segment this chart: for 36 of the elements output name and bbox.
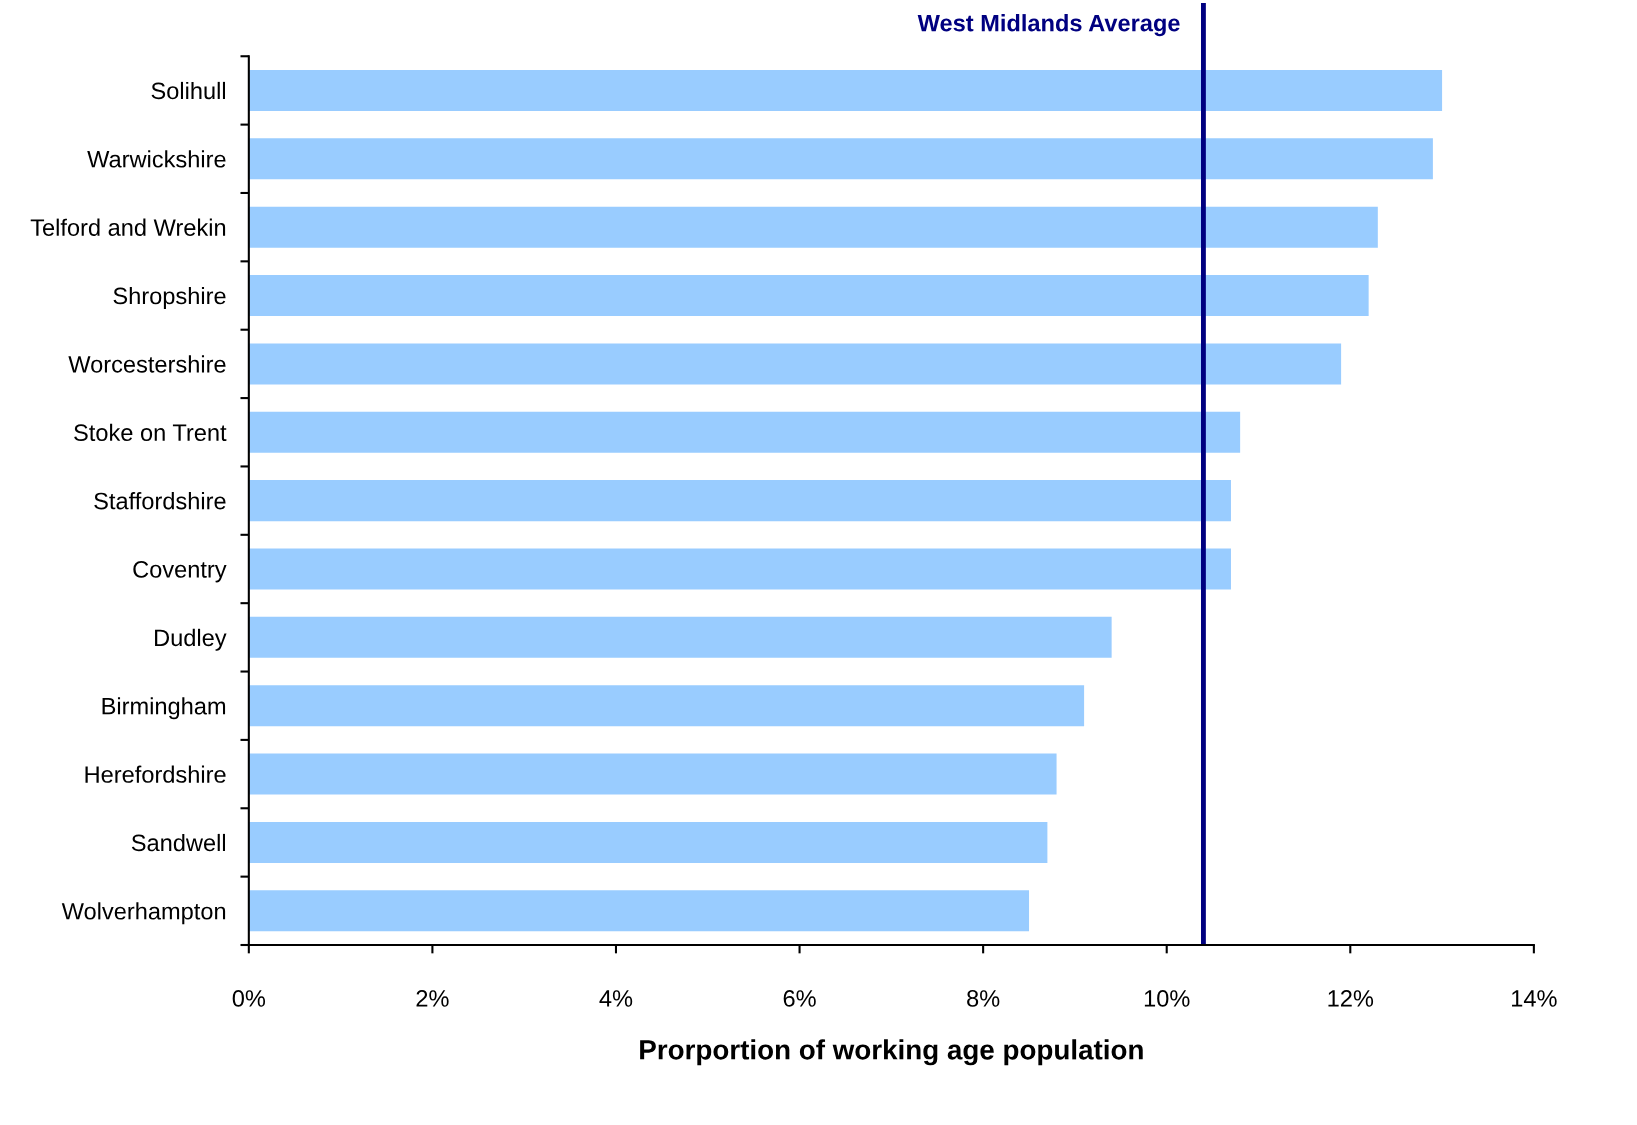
bar [248,753,1057,795]
y-tick-label: Wolverhampton [61,902,226,925]
y-tick-label: Telford and Wrekin [30,218,226,236]
bar [248,138,1433,180]
y-tick-label: Stoke on Trent [74,423,227,442]
x-tick-label: 6% [783,990,816,1007]
x-tick-label: 8% [967,990,1000,1007]
y-tick-label: Warwickshire [87,150,226,168]
x-tick-label: 14% [1512,990,1557,1007]
x-tick-label: 12% [1328,990,1374,1007]
y-tick-label: Herefordshire [85,765,226,783]
y-tick-label: Coventry [133,561,227,583]
x-tick-label: 2% [416,990,449,1007]
x-tick-label: 10% [1144,990,1190,1007]
x-tick-label: 4% [599,990,633,1007]
y-tick-label: Worcestershire [68,355,226,373]
y-tick-label: Staffordshire [94,492,226,510]
bar [248,548,1231,590]
bar [248,411,1241,453]
ref-line-label: West Midlands Average [917,14,1180,37]
y-tick-label: Solihull [151,81,226,100]
bar [248,890,1030,932]
y-tick-label: Sandwell [131,833,226,852]
y-tick-label: Shropshire [113,286,226,309]
bar [248,69,1443,111]
bar [248,685,1085,727]
bar [248,480,1231,522]
x-axis-title: Prorportion of working age population [640,1039,1143,1066]
bar [248,616,1112,658]
bar [248,343,1342,385]
y-tick-label: Birmingham [102,697,226,720]
bar [248,821,1048,863]
x-tick-label: 0% [232,990,266,1007]
bar [248,275,1369,317]
y-tick-label: Dudley [155,628,227,651]
bar [248,206,1378,248]
